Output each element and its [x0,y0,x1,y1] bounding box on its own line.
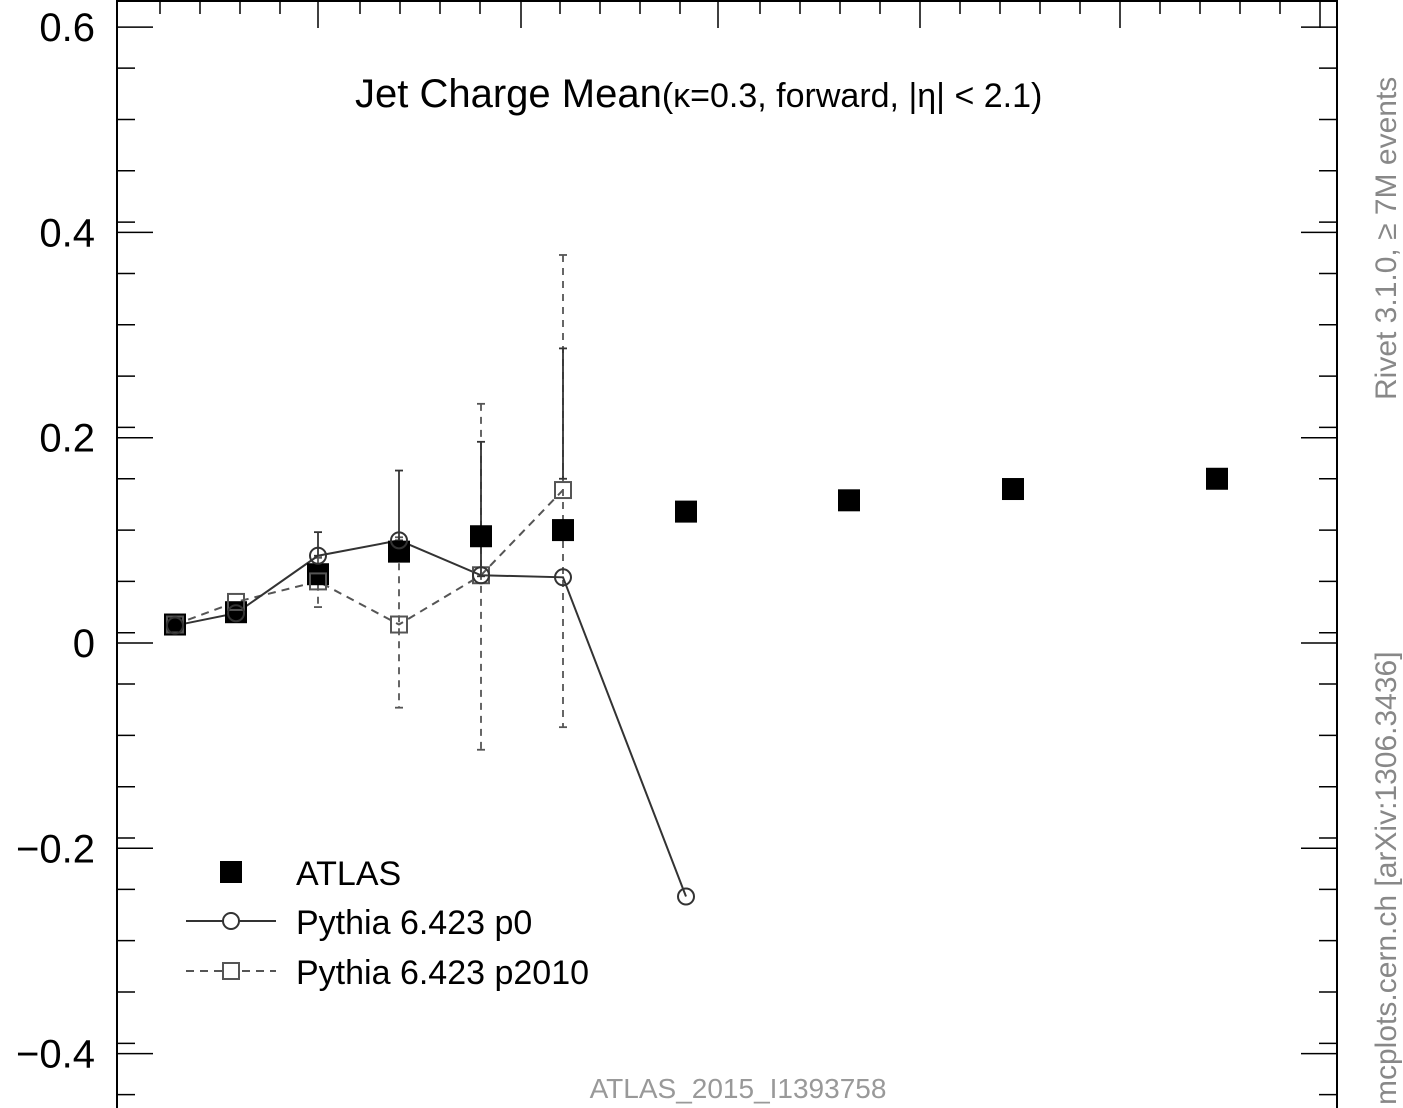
y-tick-labels: 0.6 0.4 0.2 0 −0.2 −0.4 [16,6,95,1077]
atlas-point [470,525,492,548]
rivet-version-label: Rivet 3.1.0, ≥ 7M events [1370,77,1403,400]
pythia-p0-point [554,568,572,587]
legend-marker-atlas [220,861,242,883]
pythia-p0-point [390,531,408,550]
legend-label: ATLAS [296,855,401,893]
pythia-p2010-point [390,615,408,634]
y-tick-label: −0.2 [16,827,95,871]
axis-ticks [117,1,1337,1096]
legend-marker-pythia-p0 [222,912,240,930]
legend-label: Pythia 6.423 p2010 [296,954,589,992]
chart-title-params: (κ=0.3, forward, |η| < 2.1) [662,77,1043,115]
pythia-p2010-point [309,572,327,591]
pythia-p2010-point [554,481,572,500]
y-tick-label: 0.2 [39,417,95,461]
pythia-p0-point [472,566,490,585]
series-line-pythia-p0 [174,539,687,897]
atlas-point [838,489,860,512]
series-line-pythia-p2010 [174,489,564,626]
atlas-point [1002,478,1024,501]
y-tick-label: 0.4 [39,211,95,255]
chart-title-main: Jet Charge Mean [355,72,662,116]
atlas-point [675,500,697,523]
pythia-p2010-point [227,592,245,611]
legend-marker-pythia-p2010 [222,962,240,980]
atlas-point [552,519,574,542]
data-marks [164,254,1228,906]
y-tick-label: −0.4 [16,1033,95,1077]
pythia-p0-point [227,604,245,623]
chart-title: Jet Charge Mean(κ=0.3, forward, |η| < 2.… [355,72,1042,116]
pythia-p0-point [166,616,184,635]
legend: ATLAS Pythia 6.423 p0 Pythia 6.423 p2010 [186,855,589,992]
pythia-p0-point [677,887,695,906]
y-tick-label: 0.6 [39,6,95,50]
mcplots-label: mcplots.cern.ch [arXiv:1306.3436] [1370,651,1403,1105]
atlas-point [1206,467,1228,490]
axes-frame [116,0,1338,1108]
legend-label: Pythia 6.423 p0 [296,904,532,942]
y-tick-label: 0 [73,622,95,666]
pythia-p0-point [309,546,327,565]
analysis-id-label: ATLAS_2015_I1393758 [590,1073,887,1104]
